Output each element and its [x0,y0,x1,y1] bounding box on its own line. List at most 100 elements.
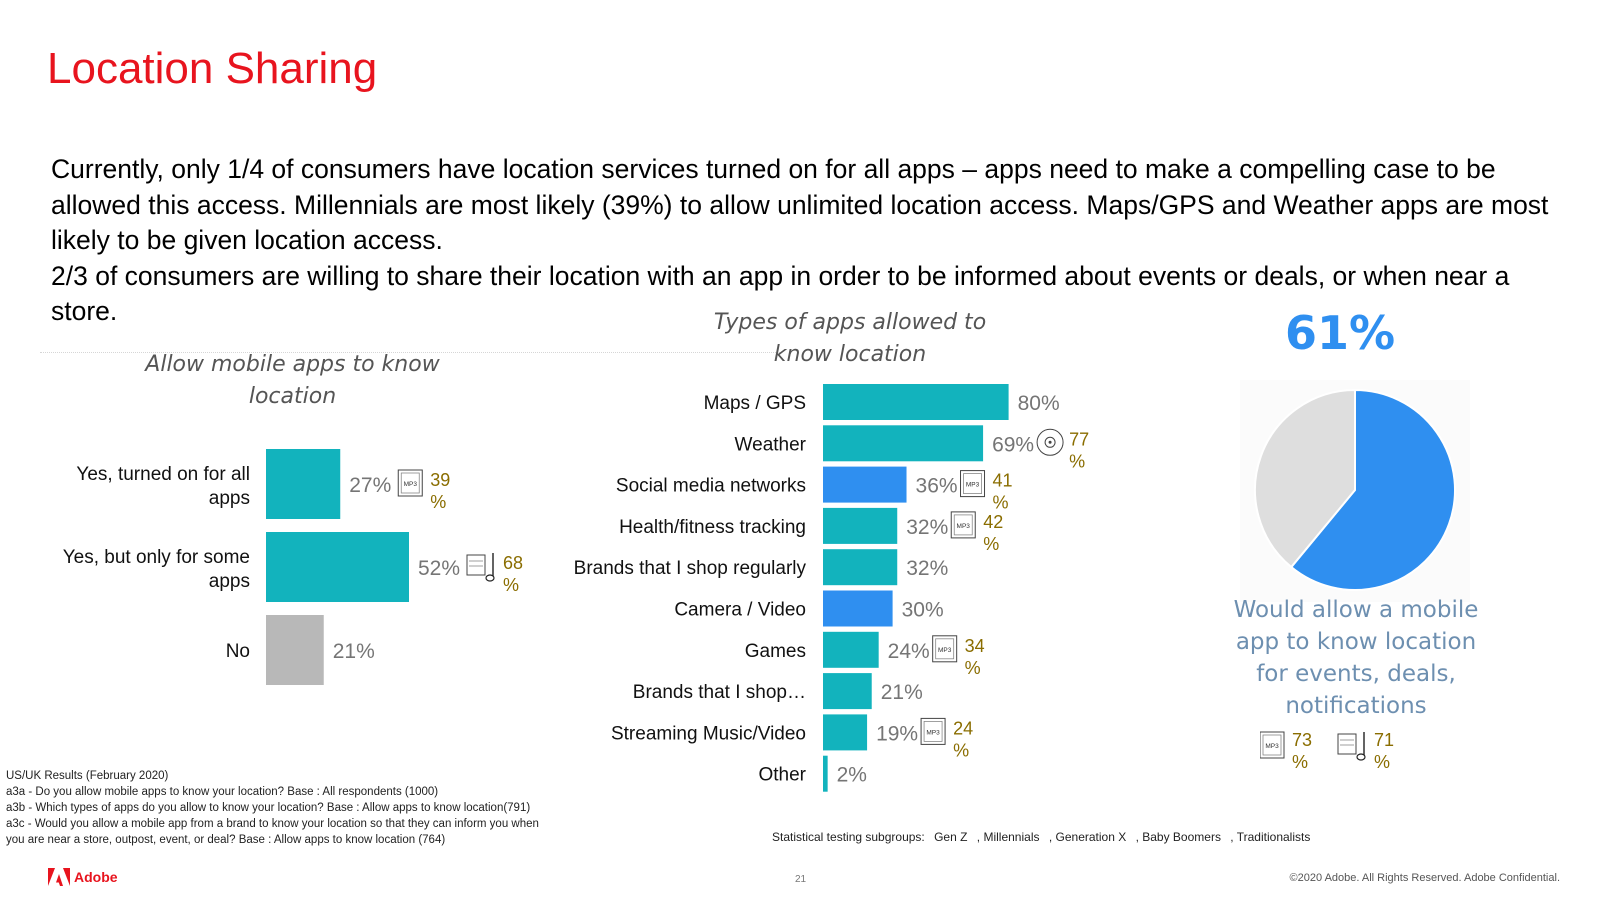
bar [823,631,879,668]
subgroup-unit: % [1069,451,1085,471]
category-label: Brands that I shop regularly [574,558,807,579]
subgroup-value: 42 [983,512,1003,532]
svg-text:MP3: MP3 [404,481,418,488]
bar [823,466,907,503]
value-label: 2% [837,764,867,787]
disc-icon [1036,428,1064,456]
mp3-icon: MP3 [920,717,946,745]
mp3-icon: MP3 [397,469,423,497]
category-label: Yes, but only for some apps [63,547,250,592]
copyright: ©2020 Adobe. All Rights Reserved. Adobe … [1289,872,1560,884]
bar [823,507,898,544]
subgroup-unit: % [430,492,446,512]
page-number: 21 [795,874,807,885]
bar [823,384,1009,420]
subgroup-unit: % [1292,752,1308,772]
mp3-icon: MP3 [932,635,958,663]
subgroup-value: 77 [1069,429,1089,449]
bar [823,755,828,792]
chart2-title: Types of apps allowed to know location [713,310,987,367]
music-note-icon [1337,732,1366,761]
bar [823,549,898,586]
svg-text:MP3: MP3 [1265,743,1279,750]
footnote: a3c - Would you allow a mobile app from … [6,818,539,830]
footnotes: US/UK Results (February 2020) a3a - Do y… [6,768,539,848]
summary-paragraph: Currently, only 1/4 of consumers have lo… [51,154,1549,255]
chart2-bar-chart: Maps / GPS 80% Weather 69% Social media netw… [574,384,1089,792]
music-note-icon [466,553,495,582]
subgroup-unit: % [503,575,519,595]
chart1-title: Allow mobile apps to know location [145,352,440,409]
mp3-icon: MP3 [1260,731,1285,759]
subgroup-unit: % [965,658,981,678]
bar [266,615,324,685]
mp3-icon: MP3 [960,470,986,498]
svg-text:MP3: MP3 [926,729,940,736]
subgroup-unit: % [983,534,999,554]
svg-text:MP3: MP3 [966,482,980,489]
footnote: you are near a store, outpost, event, or… [6,834,446,846]
summary-text: Currently, only 1/4 of consumers have lo… [51,152,1561,330]
bar [266,449,341,519]
category-label: Social media networks [616,476,806,497]
value-label: 21% [333,640,375,663]
value-label: 36% [916,475,958,498]
category-label: Maps / GPS [704,393,806,414]
category-label: Yes, turned on for all apps [76,464,250,509]
category-label: No [226,641,250,662]
pie-slice [1289,388,1456,591]
pie-annotations: MP3 73%71% [1260,730,1394,772]
footnote: a3a - Do you allow mobile apps to know y… [6,786,439,798]
subgroup-value: 39 [430,470,450,490]
value-label: 19% [876,722,918,745]
chart1-bar-chart: Yes, turned on for all apps 27% Yes, but on… [63,449,523,685]
category-label: Other [758,765,806,786]
pie-chart [1254,388,1456,591]
value-label: 27% [349,474,391,497]
subgroup-unit: % [993,493,1009,513]
value-label: 80% [1018,392,1060,415]
subgroup-unit: % [1374,752,1390,772]
value-label: 32% [906,557,948,580]
adobe-logo-text: Adobe [74,869,118,885]
divider [40,352,780,353]
bar [266,532,409,602]
value-label: 24% [888,640,930,663]
bar [823,590,893,627]
value-label: 69% [992,433,1034,456]
subgroup-value: 41 [993,471,1013,491]
subgroup-value: 73 [1292,730,1312,750]
value-label: 32% [906,516,948,539]
category-label: Camera / Video [674,600,806,621]
subgroup-value: 24 [953,718,973,738]
value-label: 21% [881,681,923,704]
bar [823,425,984,462]
slide-title: Location Sharing [47,44,378,93]
bar [823,714,868,751]
category-label: Brands that I shop… [633,682,806,703]
subgroup-unit: % [953,740,969,760]
subgroup-value: 71 [1374,730,1394,750]
subgroup-boomers: , Baby Boomers [1135,830,1221,844]
adobe-logo: Adobe [48,868,118,886]
pie-headline: 61% [1284,306,1396,360]
value-label: 30% [902,599,944,622]
subgroups-label: Statistical testing subgroups: [772,830,925,844]
pie-caption: Would allow a mobile app to know locatio… [1233,597,1479,719]
category-label: Streaming Music/Video [611,723,806,744]
value-label: 52% [418,557,460,580]
mp3-icon: MP3 [950,511,976,539]
subgroup-traditionalists: , Traditionalists [1230,830,1311,844]
subgroup-genz: Gen Z [934,830,968,844]
category-label: Weather [735,434,807,455]
category-label: Games [745,641,806,662]
footnote: a3b - Which types of apps do you allow t… [6,802,531,814]
bar [823,673,872,710]
summary-paragraph: 2/3 of consumers are willing to share th… [51,260,1510,327]
pie-slice [1254,388,1356,569]
category-label: Health/fitness tracking [619,517,806,538]
subgroup-value: 68 [503,553,523,573]
adobe-logo-icon [48,868,70,886]
subgroup-genx: , Generation X [1048,830,1127,844]
subgroups-legend: Statistical testing subgroups: Gen Z , M… [772,830,1316,844]
